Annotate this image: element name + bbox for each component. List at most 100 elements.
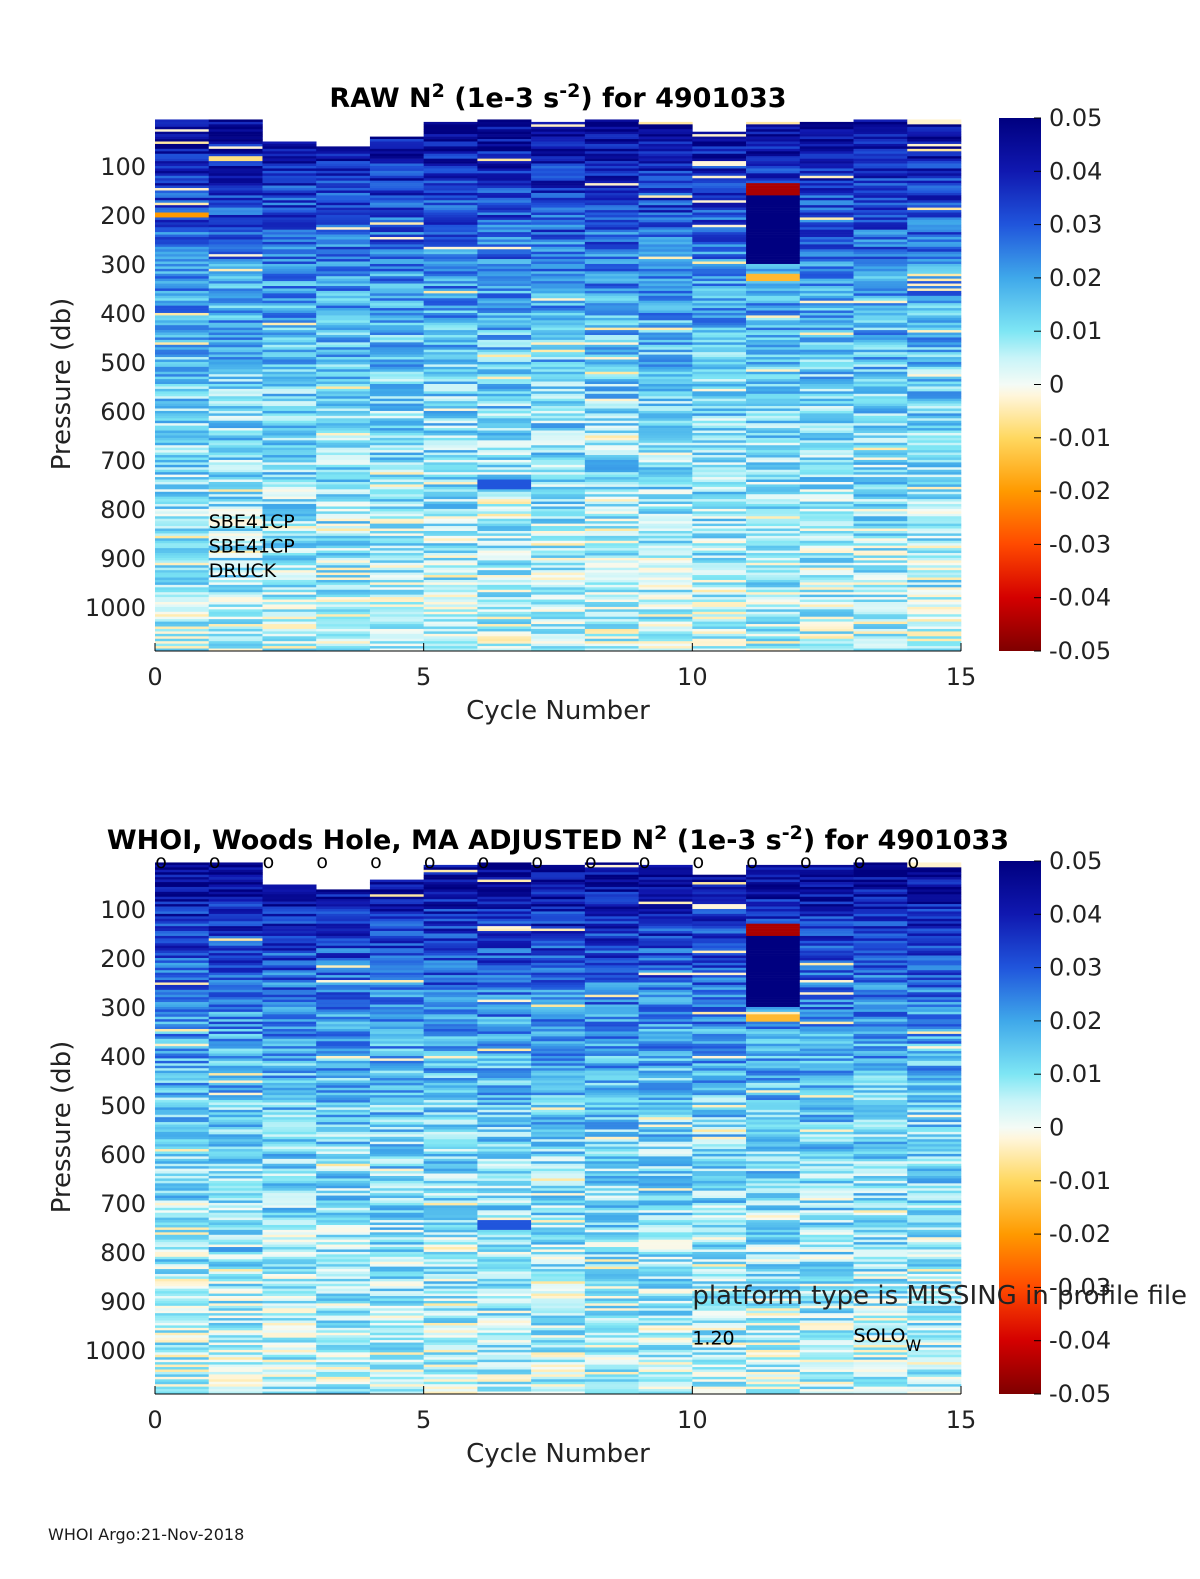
heatmap-cell xyxy=(477,335,531,338)
heatmap-cell xyxy=(531,563,585,566)
heatmap-cell xyxy=(531,1367,585,1370)
heatmap-cell xyxy=(854,492,908,495)
heatmap-cell xyxy=(209,938,263,941)
heatmap-cell xyxy=(316,897,370,900)
heatmap-cell xyxy=(531,377,585,380)
heatmap-cell xyxy=(907,472,961,475)
heatmap-cell xyxy=(424,946,478,949)
heatmap-cell xyxy=(155,875,209,878)
heatmap-cell xyxy=(639,595,693,598)
heatmap-cell xyxy=(209,609,263,612)
heatmap-cell xyxy=(477,1188,531,1191)
heatmap-cell xyxy=(477,1095,531,1098)
heatmap-cell xyxy=(746,129,800,132)
heatmap-cell xyxy=(854,279,908,282)
heatmap-cell xyxy=(316,1105,370,1108)
heatmap-cell xyxy=(854,614,908,617)
heatmap-cell xyxy=(155,600,209,603)
heatmap-cell xyxy=(424,1164,478,1167)
heatmap-cell xyxy=(316,1085,370,1088)
heatmap-cell xyxy=(155,1137,209,1140)
heatmap-cell xyxy=(477,565,531,568)
heatmap-cell xyxy=(477,1372,531,1375)
heatmap-cell xyxy=(746,311,800,314)
heatmap-cell xyxy=(854,367,908,370)
heatmap-cell xyxy=(639,208,693,211)
heatmap-cell xyxy=(424,249,478,252)
heatmap-cell xyxy=(531,558,585,561)
heatmap-cell xyxy=(155,325,209,328)
heatmap-cell xyxy=(800,570,854,573)
heatmap-cell xyxy=(746,570,800,573)
heatmap-cell xyxy=(692,171,746,174)
heatmap-cell xyxy=(370,470,424,473)
heatmap-cell xyxy=(531,208,585,211)
heatmap-cell xyxy=(370,978,424,981)
heatmap-cell xyxy=(585,249,639,252)
heatmap-cell xyxy=(262,585,316,588)
heatmap-cell xyxy=(370,1017,424,1020)
heatmap-cell xyxy=(424,151,478,154)
heatmap-cell xyxy=(854,364,908,367)
heatmap-cell xyxy=(800,200,854,203)
heatmap-cell xyxy=(477,183,531,186)
heatmap-cell xyxy=(262,916,316,919)
heatmap-cell xyxy=(209,394,263,397)
heatmap-cell xyxy=(316,570,370,573)
heatmap-cell xyxy=(531,480,585,483)
heatmap-cell xyxy=(155,1230,209,1233)
heatmap-cell xyxy=(316,1237,370,1240)
heatmap-cell xyxy=(692,195,746,198)
heatmap-cell xyxy=(531,264,585,267)
heatmap-cell xyxy=(639,399,693,402)
heatmap-cell xyxy=(854,538,908,541)
heatmap-cell xyxy=(477,1005,531,1008)
heatmap-cell xyxy=(639,288,693,291)
heatmap-cell xyxy=(907,183,961,186)
heatmap-cell xyxy=(370,1340,424,1343)
heatmap-cell xyxy=(424,335,478,338)
heatmap-cell xyxy=(907,271,961,274)
heatmap-cell xyxy=(746,612,800,615)
heatmap-cell xyxy=(585,220,639,223)
heatmap-cell xyxy=(424,1247,478,1250)
heatmap-cell xyxy=(209,1284,263,1287)
heatmap-cell xyxy=(639,254,693,257)
heatmap-cell xyxy=(316,1095,370,1098)
heatmap-cell xyxy=(370,509,424,512)
heatmap-cell xyxy=(854,347,908,350)
heatmap-cell xyxy=(262,288,316,291)
heatmap-cell xyxy=(262,438,316,441)
heatmap-cell xyxy=(531,186,585,189)
heatmap-cell xyxy=(209,1085,263,1088)
heatmap-cell xyxy=(424,1242,478,1245)
heatmap-cell xyxy=(477,1073,531,1076)
heatmap-cell xyxy=(316,1235,370,1238)
heatmap-cell xyxy=(531,453,585,456)
heatmap-cell xyxy=(585,639,639,642)
heatmap-cell xyxy=(531,1291,585,1294)
heatmap-cell xyxy=(424,1090,478,1093)
heatmap-cell xyxy=(800,450,854,453)
heatmap-cell xyxy=(854,502,908,505)
heatmap-cell xyxy=(262,602,316,605)
heatmap-cell xyxy=(209,978,263,981)
heatmap-cell xyxy=(639,546,693,549)
heatmap-cell xyxy=(531,953,585,956)
heatmap-cell xyxy=(854,320,908,323)
heatmap-cell xyxy=(531,1142,585,1145)
heatmap-cell xyxy=(316,1046,370,1049)
heatmap-cell xyxy=(316,1225,370,1228)
heatmap-cell xyxy=(639,551,693,554)
heatmap-cell xyxy=(692,499,746,502)
heatmap-cell xyxy=(531,1088,585,1091)
heatmap-cell xyxy=(854,604,908,607)
heatmap-cell xyxy=(531,1171,585,1174)
heatmap-cell xyxy=(531,1205,585,1208)
heatmap-cell xyxy=(585,489,639,492)
heatmap-cell xyxy=(209,1333,263,1336)
heatmap-cell xyxy=(692,396,746,399)
heatmap-cell xyxy=(316,352,370,355)
heatmap-cell xyxy=(424,604,478,607)
heatmap-cell xyxy=(854,497,908,500)
